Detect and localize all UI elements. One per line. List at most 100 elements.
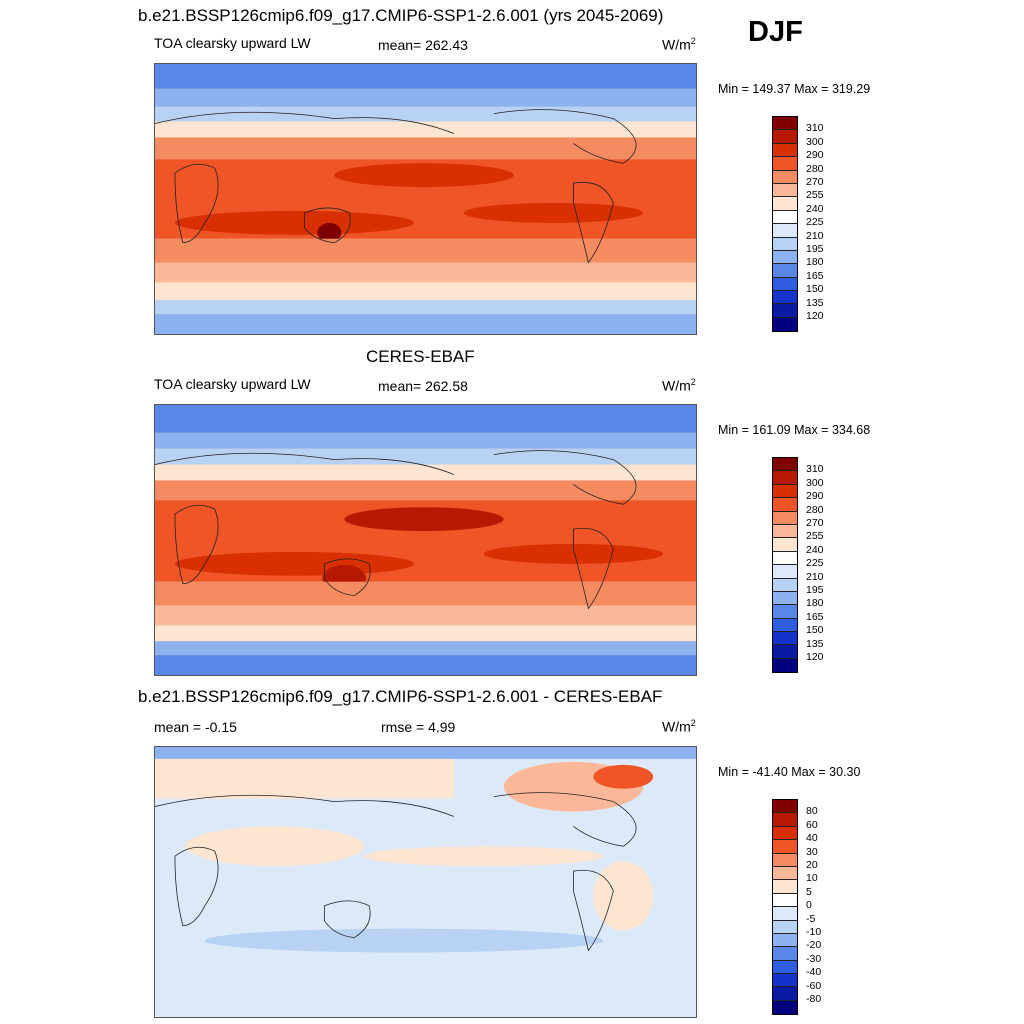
colorbar-swatch — [773, 578, 797, 592]
colorbar-tick-label: 120 — [806, 310, 824, 322]
colorbar-swatch — [773, 920, 797, 934]
colorbar-tick-label: 270 — [806, 176, 824, 188]
colorbar-tick-label: 225 — [806, 557, 824, 570]
colorbar-swatch — [773, 498, 797, 512]
colorbar-tick-label: 120 — [806, 651, 824, 663]
colorbar-tick-label: 135 — [806, 296, 824, 309]
colorbar-tick-label: 195 — [806, 243, 824, 255]
colorbar-tick-label: -30 — [806, 952, 822, 965]
colorbar-swatch — [773, 632, 797, 646]
colorbar-swatch — [773, 170, 797, 184]
colorbar-tick-label: 180 — [806, 256, 824, 269]
panel3-map — [154, 746, 697, 1018]
colorbar-swatch — [773, 974, 797, 988]
panel1-units: W/m2 — [662, 36, 696, 53]
panel1-map — [154, 63, 697, 335]
colorbar-swatch — [773, 264, 797, 278]
colorbar-swatch — [773, 840, 797, 854]
colorbar-tick-label: 240 — [806, 543, 824, 556]
panel2-map — [154, 404, 697, 676]
colorbar-tick-label: 150 — [806, 283, 824, 296]
panel2-mean-label: mean= 262.58 — [378, 378, 468, 394]
colorbar-swatch — [773, 511, 797, 525]
colorbar-swatch — [773, 658, 797, 673]
colorbar-swatch — [773, 645, 797, 659]
colorbar-swatch — [773, 591, 797, 606]
colorbar-swatch — [773, 317, 797, 332]
panel3-mean-label: mean = -0.15 — [154, 719, 237, 735]
colorbar-tick-label: 240 — [806, 202, 824, 215]
colorbar-swatch — [773, 605, 797, 619]
panel3-rmse-label: rmse = 4.99 — [381, 719, 456, 735]
colorbar-swatch — [773, 551, 797, 566]
colorbar-tick-label: 255 — [806, 530, 824, 543]
colorbar-tick-label: 310 — [806, 463, 824, 476]
colorbar-swatch — [773, 826, 797, 841]
colorbar-tick-label: 0 — [806, 899, 812, 912]
colorbar-tick-label: -20 — [806, 939, 822, 952]
colorbar-tick-label: 60 — [806, 818, 818, 831]
colorbar-tick-label: 310 — [806, 122, 824, 135]
panel2-variable-label: TOA clearsky upward LW — [154, 376, 311, 392]
colorbar-swatch — [773, 947, 797, 961]
colorbar-tick-label: 40 — [806, 832, 818, 845]
colorbar-swatch — [773, 866, 797, 881]
colorbar-tick-label: 300 — [806, 476, 824, 489]
colorbar-tick-label: 280 — [806, 162, 824, 175]
colorbar-tick-label: 290 — [806, 490, 824, 503]
colorbar-swatch — [773, 183, 797, 198]
panel2-title: CERES-EBAF — [366, 347, 475, 366]
colorbar-swatch — [773, 987, 797, 1001]
colorbar-swatch — [773, 893, 797, 908]
colorbar-swatch — [773, 143, 797, 158]
colorbar-tick-label: 300 — [806, 135, 824, 148]
colorbar-tick-label: -60 — [806, 979, 822, 992]
colorbar-swatch — [773, 960, 797, 975]
colorbar-swatch — [773, 853, 797, 867]
colorbar-swatch — [773, 210, 797, 225]
colorbar-tick-label: 165 — [806, 269, 824, 282]
colorbar-tick-label: 30 — [806, 845, 818, 858]
colorbar-swatch — [773, 117, 797, 131]
panel2-units: W/m2 — [662, 377, 696, 394]
colorbar-tick-label: -80 — [806, 993, 822, 1005]
colorbar-tick-label: 180 — [806, 597, 824, 610]
panel3-colorbar — [772, 799, 798, 1016]
colorbar-swatch — [773, 565, 797, 579]
colorbar-tick-label: -10 — [806, 926, 822, 938]
colorbar-swatch — [773, 800, 797, 814]
colorbar-tick-label: -40 — [806, 966, 822, 979]
colorbar-swatch — [773, 1000, 797, 1015]
colorbar-swatch — [773, 291, 797, 305]
colorbar-tick-label: 165 — [806, 610, 824, 623]
colorbar-swatch — [773, 197, 797, 211]
colorbar-tick-label: 280 — [806, 503, 824, 516]
colorbar-swatch — [773, 813, 797, 827]
panel1-mean-label: mean= 262.43 — [378, 37, 468, 53]
colorbar-swatch — [773, 130, 797, 144]
panel1-colorbar — [772, 116, 798, 333]
colorbar-swatch — [773, 277, 797, 292]
colorbar-tick-label: 225 — [806, 216, 824, 229]
colorbar-swatch — [773, 304, 797, 318]
colorbar-swatch — [773, 538, 797, 552]
colorbar-tick-label: 255 — [806, 189, 824, 202]
colorbar-tick-label: 10 — [806, 872, 818, 885]
colorbar-swatch — [773, 484, 797, 499]
panel1-minmax: Min = 149.37 Max = 319.29 — [718, 82, 871, 96]
colorbar-tick-label: -5 — [806, 912, 816, 925]
colorbar-tick-label: 270 — [806, 517, 824, 529]
colorbar-swatch — [773, 237, 797, 251]
colorbar-swatch — [773, 157, 797, 171]
panel1-title: b.e21.BSSP126cmip6.f09_g17.CMIP6-SSP1-2.… — [138, 6, 664, 25]
colorbar-tick-label: 210 — [806, 570, 824, 583]
colorbar-swatch — [773, 250, 797, 265]
panel2-colorbar — [772, 457, 798, 674]
panel3-minmax: Min = -41.40 Max = 30.30 — [718, 765, 861, 779]
colorbar-tick-label: 195 — [806, 584, 824, 596]
colorbar-swatch — [773, 618, 797, 633]
panel3-units: W/m2 — [662, 718, 696, 735]
colorbar-tick-label: 80 — [806, 805, 818, 818]
colorbar-tick-label: 5 — [806, 885, 812, 898]
colorbar-tick-label: 290 — [806, 149, 824, 162]
